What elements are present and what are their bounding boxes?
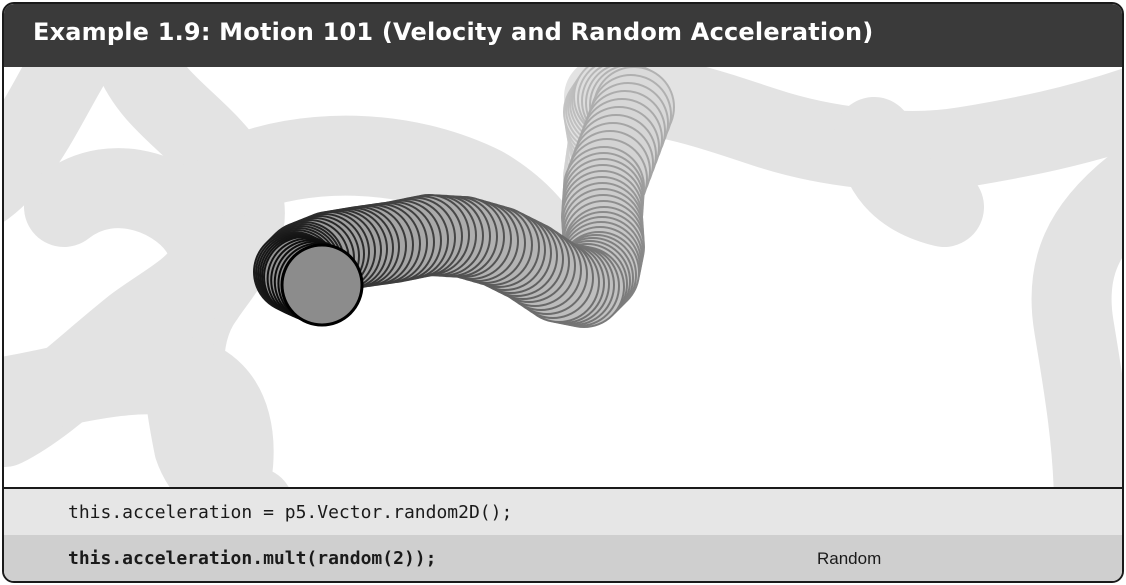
- code-line-2-highlighted: this.acceleration.mult(random(2)); Rando…: [4, 535, 1122, 581]
- code-annotation: Random: [817, 549, 882, 568]
- faded-trail-segment: [834, 97, 984, 247]
- recent-trail: [253, 67, 675, 328]
- code-text: this.acceleration.mult(random(2));: [68, 548, 437, 569]
- code-panel: this.acceleration = p5.Vector.random2D()…: [4, 489, 1122, 581]
- faded-trail-segment: [4, 334, 274, 487]
- example-title: Example 1.9: Motion 101 (Velocity and Ra…: [33, 18, 874, 46]
- mover-ball: [280, 243, 364, 327]
- faded-trail-segment: [4, 67, 113, 222]
- motion-sketch: [4, 67, 1122, 487]
- title-bar: Example 1.9: Motion 101 (Velocity and Ra…: [4, 4, 1122, 67]
- code-text: this.acceleration = p5.Vector.random2D()…: [68, 502, 513, 523]
- code-line-1: this.acceleration = p5.Vector.random2D()…: [4, 489, 1122, 535]
- sketch-canvas: [4, 67, 1122, 489]
- faded-trail-segment: [1031, 149, 1122, 487]
